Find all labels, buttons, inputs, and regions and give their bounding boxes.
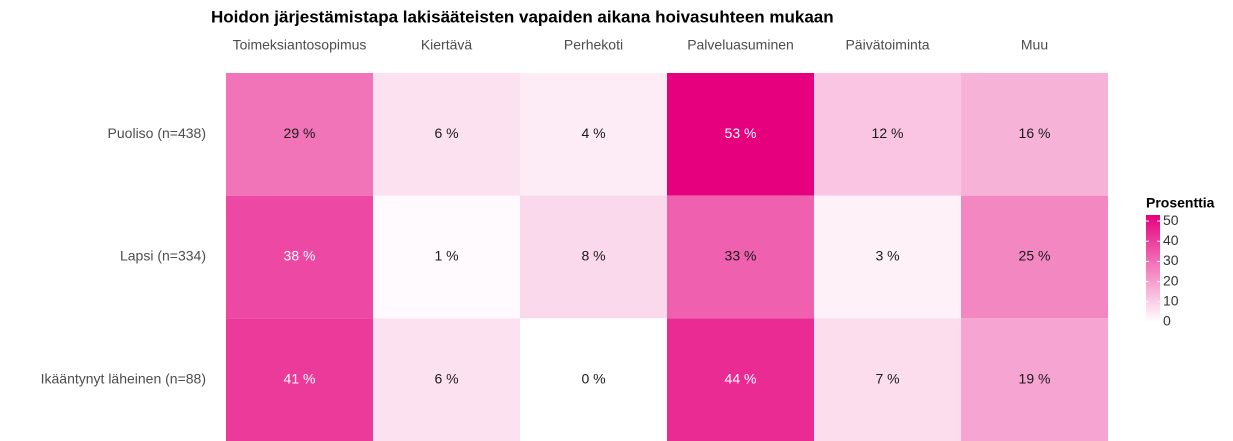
heatmap-cell (226, 318, 373, 441)
x-tick-label: Perhekoti (564, 37, 623, 53)
y-tick-label: Ikääntynyt läheinen (n=88) (41, 370, 206, 386)
cell-label: 44 % (725, 370, 757, 386)
cell-label: 1 % (434, 248, 458, 264)
cell-label: 16 % (1019, 125, 1051, 141)
colorbar-label: 50 (1163, 212, 1179, 228)
x-tick-label: Kiertävä (421, 37, 473, 53)
heatmap-cell (373, 318, 520, 441)
heatmap-cell (814, 318, 961, 441)
colorbar-label: 20 (1163, 272, 1179, 288)
heatmap-cell (961, 195, 1108, 319)
heatmap-cell (667, 73, 814, 196)
cell-label: 6 % (434, 370, 458, 386)
cell-label: 4 % (581, 125, 605, 141)
heatmap-cell (520, 73, 667, 196)
heatmap-cell (814, 73, 961, 196)
cell-label: 6 % (434, 125, 458, 141)
colorbar (1146, 215, 1160, 322)
cell-label: 33 % (725, 248, 757, 264)
heatmap-cell (373, 73, 520, 196)
y-tick-label: Lapsi (n=334) (120, 248, 206, 264)
cell-label: 53 % (725, 125, 757, 141)
x-tick-label: Muu (1021, 37, 1048, 53)
cell-label: 8 % (581, 248, 605, 264)
colorbar-label: 10 (1163, 293, 1179, 309)
heatmap-cell (814, 195, 961, 319)
heatmap-cell (520, 318, 667, 441)
heatmap-cell (373, 195, 520, 319)
heatmap-cell (226, 73, 373, 196)
cell-label: 0 % (581, 370, 605, 386)
colorbar-label: 0 (1163, 313, 1171, 329)
heatmap-cell (226, 195, 373, 319)
x-tick-label: Päivätoiminta (845, 37, 929, 53)
cell-label: 41 % (284, 370, 316, 386)
heatmap-cell (667, 195, 814, 319)
x-tick-label: Palveluasuminen (687, 37, 794, 53)
cell-label: 38 % (284, 248, 316, 264)
cell-label: 19 % (1019, 370, 1051, 386)
colorbar-label: 40 (1163, 232, 1179, 248)
cell-label: 29 % (284, 125, 316, 141)
cell-label: 7 % (875, 370, 899, 386)
heatmap-cell (961, 73, 1108, 196)
chart-title: Hoidon järjestämistapa lakisääteisten va… (211, 7, 834, 26)
cell-label: 25 % (1019, 248, 1051, 264)
y-tick-label: Puoliso (n=438) (108, 125, 206, 141)
colorbar-label: 30 (1163, 252, 1179, 268)
cell-label: 12 % (872, 125, 904, 141)
x-tick-label: Toimeksiantosopimus (233, 37, 367, 53)
heatmap-cell (961, 318, 1108, 441)
heatmap-cell (520, 195, 667, 319)
cell-label: 3 % (875, 248, 899, 264)
heatmap-cell (667, 318, 814, 441)
colorbar-title: Prosenttia (1146, 195, 1215, 211)
